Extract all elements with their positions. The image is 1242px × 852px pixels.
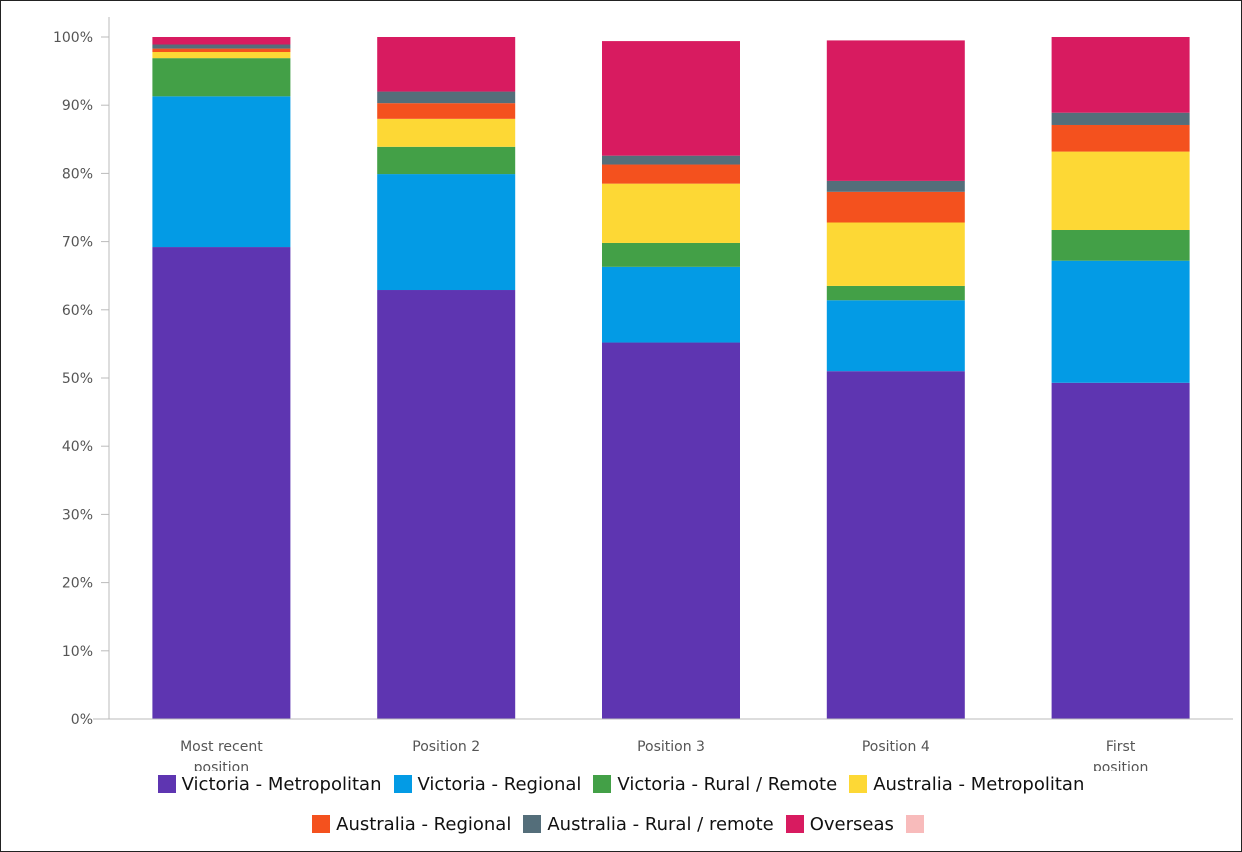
y-axis: 0% 10% 20% 30% 40% 50% 60% 70% 80% 90% 100% — [53, 17, 110, 728]
legend-item[interactable]: Victoria - Metropolitan — [157, 773, 382, 795]
x-tick-label: Position 4 — [862, 739, 930, 755]
bar-segment — [152, 96, 291, 248]
x-tick-label: Most recent position — [180, 739, 263, 771]
x-axis: Most recent position Position 2 Position 3 P… — [93, 718, 1233, 771]
bar-segment — [826, 371, 965, 719]
legend-item[interactable]: Victoria - Rural / Remote — [593, 774, 837, 795]
bar-segment — [602, 342, 740, 719]
legend-label: Australia - Rural / remote — [547, 813, 774, 835]
x-tick-label: Position 3 — [637, 739, 705, 755]
y-tick-label: 50% — [62, 371, 93, 387]
bar-segment — [826, 191, 965, 223]
bar-segment — [826, 285, 965, 301]
y-tick-label: 100% — [53, 30, 93, 46]
bar-segment — [1051, 37, 1190, 113]
y-tick-label: 0% — [71, 712, 93, 728]
bar-segment — [377, 290, 516, 719]
bar-segment — [602, 183, 740, 243]
bar-segment — [1051, 124, 1190, 152]
x-tick-label: Position 2 — [412, 739, 480, 755]
legend-row-1: Victoria - Metropolitan Victoria - Region… — [1, 771, 1241, 797]
legend-item[interactable]: Australia - Rural / remote — [523, 813, 774, 835]
bar-segment — [377, 174, 516, 291]
legend-label: Overseas — [809, 813, 894, 835]
bar-segment — [152, 52, 291, 59]
bar-segment — [152, 58, 291, 97]
bar-segment — [377, 103, 516, 119]
bar-segment — [602, 164, 740, 184]
legend-item[interactable] — [905, 815, 930, 833]
legend-item[interactable]: Australia - Regional — [312, 814, 511, 835]
x-tick-label: First position — [1093, 739, 1148, 771]
bar-segment — [602, 266, 740, 343]
legend: Victoria - Metropolitan Victoria - Region… — [1, 771, 1241, 851]
bar-segment — [602, 155, 740, 165]
y-tick-label: 30% — [62, 507, 93, 523]
bar-segment — [826, 222, 965, 286]
bar-segment — [377, 37, 516, 92]
bar-segment — [377, 91, 516, 104]
legend-swatch — [849, 775, 868, 793]
bar-segment — [602, 41, 740, 156]
legend-label: Victoria - Metropolitan — [181, 773, 382, 795]
bar-segment — [377, 146, 516, 175]
bar-segment — [377, 118, 516, 147]
legend-label: Victoria - Regional — [417, 773, 582, 795]
bar-segment — [152, 48, 291, 53]
y-tick-label: 10% — [62, 644, 93, 660]
bar-segment — [826, 180, 965, 192]
legend-item[interactable]: Victoria - Regional — [393, 773, 582, 795]
y-tick-label: 60% — [62, 303, 93, 319]
stacked-bar-chart: 0% 10% 20% 30% 40% 50% 60% 70% 80% 90% 100% Most r… — [53, 17, 1233, 771]
legend-swatch — [393, 775, 412, 793]
y-tick-label: 90% — [62, 98, 93, 114]
bar-segment — [152, 44, 291, 49]
legend-row-2: Australia - Regional Australia - Rural / … — [1, 811, 1241, 837]
bar-segment — [1051, 260, 1190, 383]
legend-swatch — [593, 775, 612, 793]
bar-segment — [1051, 151, 1190, 231]
bars — [152, 37, 1190, 719]
bar-segment — [1051, 382, 1190, 719]
legend-item[interactable]: Australia - Metropolitan — [849, 774, 1084, 795]
legend-swatch — [905, 815, 924, 833]
legend-label: Victoria - Rural / Remote — [617, 773, 838, 795]
y-tick-label: 40% — [62, 439, 93, 455]
bar-segment — [152, 247, 291, 719]
legend-swatch — [523, 815, 542, 833]
legend-swatch — [785, 815, 804, 833]
bar-segment — [602, 242, 740, 267]
legend-swatch — [312, 815, 331, 833]
bar-segment — [1051, 112, 1190, 125]
y-tick-label: 80% — [62, 166, 93, 182]
legend-label: Australia - Metropolitan — [873, 773, 1085, 795]
y-tick-label: 70% — [62, 235, 93, 251]
bar-segment — [826, 40, 965, 181]
legend-label: Australia - Regional — [336, 813, 512, 835]
bar-segment — [826, 300, 965, 372]
bar-segment — [152, 37, 291, 45]
legend-swatch — [157, 775, 176, 793]
legend-item[interactable]: Overseas — [785, 813, 894, 835]
bar-segment — [1051, 230, 1190, 261]
y-tick-label: 20% — [62, 576, 93, 592]
